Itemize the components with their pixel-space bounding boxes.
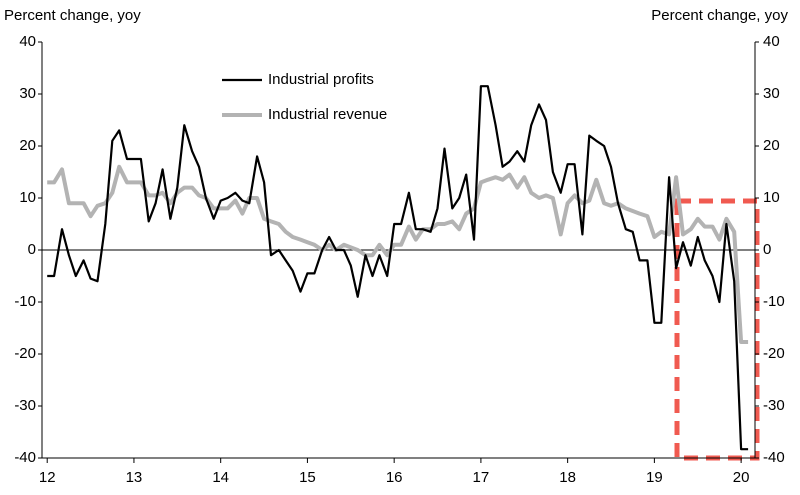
y2-tick-label: 20: [763, 137, 780, 154]
x-tick-label: 12: [39, 469, 56, 486]
y-tick-label: 10: [19, 189, 36, 206]
x-tick-label: 13: [126, 469, 143, 486]
highlight-box: [674, 198, 760, 461]
y2-tick-label: -20: [763, 345, 785, 362]
legend-label: Industrial revenue: [268, 106, 387, 123]
x-tick-label: 15: [299, 469, 316, 486]
y-tick-label: -20: [14, 345, 36, 362]
y2-tick-label: 30: [763, 85, 780, 102]
y-tick-label: -30: [14, 397, 36, 414]
y-tick-label: 0: [28, 241, 36, 258]
x-tick-label: 16: [386, 469, 403, 486]
y-tick-label: 30: [19, 85, 36, 102]
x-tick-label: 19: [646, 469, 663, 486]
x-tick-label: 20: [733, 469, 750, 486]
x-tick-label: 18: [559, 469, 576, 486]
x-tick-label: 14: [212, 469, 229, 486]
series-line: [47, 85, 749, 451]
y2-tick-label: 0: [763, 241, 771, 258]
legend-label: Industrial profits: [268, 71, 374, 88]
y-tick-label: 20: [19, 137, 36, 154]
y2-tick-label: -30: [763, 397, 785, 414]
y2-tick-label: 40: [763, 33, 780, 50]
series-line: [47, 164, 749, 344]
y2-tick-label: -10: [763, 293, 785, 310]
x-tick-label: 17: [473, 469, 490, 486]
y2-tick-label: 10: [763, 189, 780, 206]
y-tick-label: 40: [19, 33, 36, 50]
y-axis-label: Percent change, yoy: [4, 7, 141, 24]
y-tick-label: -10: [14, 293, 36, 310]
y2-tick-label: -40: [763, 449, 785, 466]
y-tick-label: -40: [14, 449, 36, 466]
y2-axis-label: Percent change, yoy: [651, 7, 788, 24]
